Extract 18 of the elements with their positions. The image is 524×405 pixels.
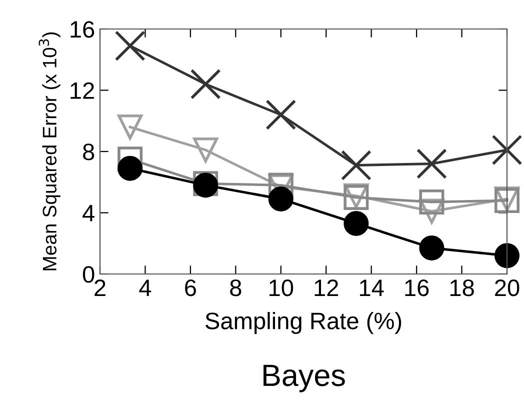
x-axis-title: Sampling Rate (%)	[206, 312, 402, 334]
x-tick-label: 14	[360, 280, 384, 296]
y-tick-label: 0	[82, 266, 94, 283]
y-tick-label: 8	[83, 144, 94, 160]
x-tick-label: 10	[270, 279, 294, 296]
x-tick-label: 8	[230, 279, 242, 296]
text: Bayes	[264, 364, 345, 392]
y-tick-label: 4	[82, 205, 94, 222]
x-tick-label: 2	[94, 279, 106, 296]
y-axis-title: Mean Squared Error (x 10$^{3}$)	[38, 32, 60, 270]
y-tick-label: 12	[70, 82, 94, 99]
y-tick-label: 16	[70, 21, 94, 38]
x-tick-label: 12	[314, 279, 338, 296]
x-tick-label: 6	[185, 279, 196, 296]
x-tick-label: 18	[450, 279, 474, 296]
x-tick-label: 4	[139, 280, 152, 296]
x-tick-label: 20	[495, 279, 520, 296]
x-tick-label: 16	[405, 279, 429, 296]
